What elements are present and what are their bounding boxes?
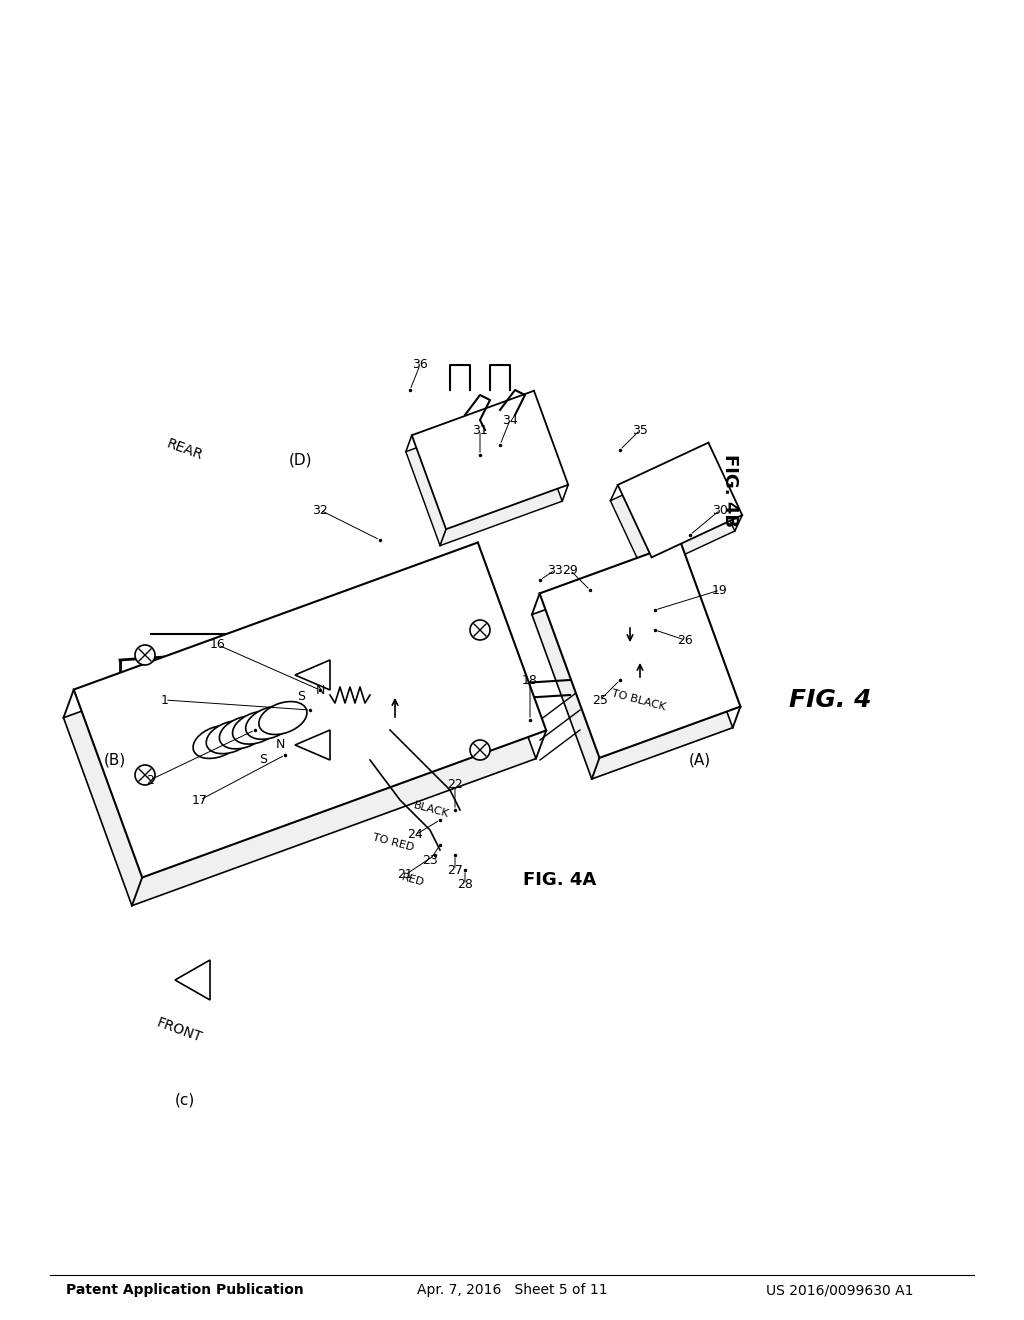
Text: US 2016/0099630 A1: US 2016/0099630 A1 bbox=[766, 1283, 913, 1298]
Text: REAR: REAR bbox=[165, 437, 205, 463]
Text: (c): (c) bbox=[175, 1093, 196, 1107]
Text: 24: 24 bbox=[408, 829, 423, 842]
Ellipse shape bbox=[194, 726, 242, 759]
Polygon shape bbox=[616, 581, 664, 610]
Polygon shape bbox=[617, 442, 742, 557]
Polygon shape bbox=[480, 418, 500, 451]
Text: 21: 21 bbox=[397, 869, 413, 882]
Text: 2: 2 bbox=[146, 774, 154, 787]
Text: S: S bbox=[297, 690, 305, 704]
Polygon shape bbox=[540, 543, 740, 758]
Text: N: N bbox=[275, 738, 285, 751]
Polygon shape bbox=[462, 426, 481, 458]
Ellipse shape bbox=[232, 711, 281, 744]
Text: 25: 25 bbox=[592, 693, 608, 706]
Text: 22: 22 bbox=[447, 779, 463, 792]
Text: 31: 31 bbox=[472, 424, 487, 437]
Ellipse shape bbox=[259, 701, 307, 734]
Polygon shape bbox=[74, 543, 546, 878]
Circle shape bbox=[470, 620, 490, 640]
Text: TO RED: TO RED bbox=[372, 833, 415, 853]
Text: Patent Application Publication: Patent Application Publication bbox=[67, 1283, 304, 1298]
Text: FRONT: FRONT bbox=[155, 1015, 205, 1044]
Text: Apr. 7, 2016   Sheet 5 of 11: Apr. 7, 2016 Sheet 5 of 11 bbox=[417, 1283, 607, 1298]
Text: N: N bbox=[315, 684, 325, 697]
Polygon shape bbox=[616, 640, 664, 669]
Polygon shape bbox=[647, 488, 672, 527]
Polygon shape bbox=[613, 612, 671, 648]
Text: (D): (D) bbox=[288, 453, 311, 467]
Circle shape bbox=[470, 741, 490, 760]
Text: RED: RED bbox=[400, 873, 425, 888]
Polygon shape bbox=[610, 642, 668, 678]
Polygon shape bbox=[668, 482, 692, 519]
Ellipse shape bbox=[219, 715, 267, 748]
Polygon shape bbox=[616, 671, 664, 700]
Circle shape bbox=[135, 766, 155, 785]
Polygon shape bbox=[607, 672, 665, 708]
Text: 35: 35 bbox=[632, 424, 648, 437]
Polygon shape bbox=[616, 582, 674, 618]
Circle shape bbox=[135, 645, 155, 665]
Text: 36: 36 bbox=[412, 359, 428, 371]
Text: FIG. 4B: FIG. 4B bbox=[721, 454, 739, 527]
Polygon shape bbox=[406, 408, 562, 545]
Text: 18: 18 bbox=[522, 673, 538, 686]
Text: 17: 17 bbox=[193, 793, 208, 807]
Text: 27: 27 bbox=[447, 863, 463, 876]
Polygon shape bbox=[610, 458, 735, 573]
Text: TO BLACK: TO BLACK bbox=[610, 688, 667, 711]
Text: 30: 30 bbox=[712, 503, 728, 516]
Text: FIG. 4A: FIG. 4A bbox=[523, 871, 597, 888]
Polygon shape bbox=[63, 570, 536, 906]
Polygon shape bbox=[499, 412, 518, 445]
Text: 34: 34 bbox=[502, 413, 518, 426]
Polygon shape bbox=[116, 578, 505, 842]
Text: S: S bbox=[259, 752, 267, 766]
Text: FIG. 4: FIG. 4 bbox=[788, 688, 871, 711]
Polygon shape bbox=[531, 564, 733, 779]
Text: 23: 23 bbox=[422, 854, 438, 866]
Polygon shape bbox=[616, 611, 664, 639]
Text: 1: 1 bbox=[161, 693, 169, 706]
Text: 19: 19 bbox=[712, 583, 728, 597]
Text: 29: 29 bbox=[562, 564, 578, 577]
Polygon shape bbox=[688, 474, 714, 511]
Text: (B): (B) bbox=[103, 752, 126, 767]
Text: 28: 28 bbox=[457, 879, 473, 891]
Text: (A): (A) bbox=[689, 752, 711, 767]
Text: 33: 33 bbox=[547, 564, 563, 577]
Text: 32: 32 bbox=[312, 503, 328, 516]
Text: 26: 26 bbox=[677, 634, 693, 647]
Polygon shape bbox=[412, 391, 568, 529]
Text: 16: 16 bbox=[210, 639, 226, 652]
Ellipse shape bbox=[206, 721, 254, 754]
Ellipse shape bbox=[246, 706, 294, 739]
Text: BLACK: BLACK bbox=[412, 800, 450, 820]
